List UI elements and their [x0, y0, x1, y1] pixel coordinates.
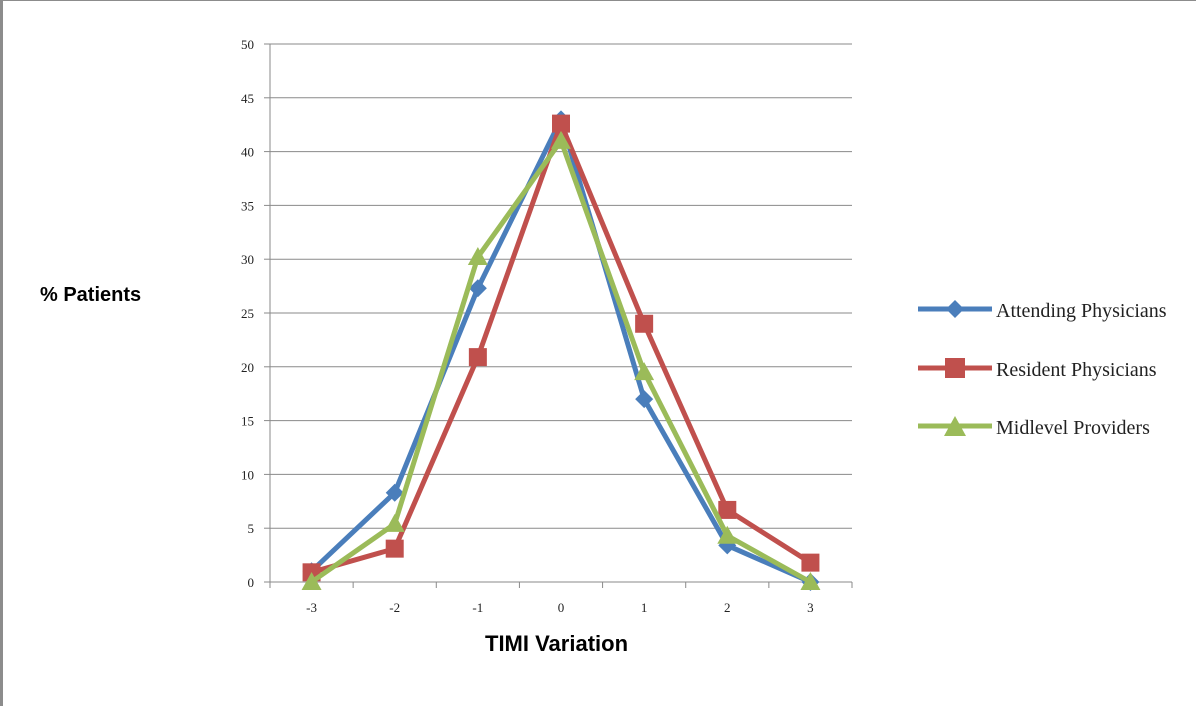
legend-item-midlevel: Midlevel Providers: [916, 411, 1196, 441]
data-point: [551, 130, 571, 149]
diamond-marker-icon: [918, 300, 992, 318]
y-tick-label: 5: [248, 521, 255, 536]
legend-label-midlevel: Midlevel Providers: [996, 417, 1150, 439]
y-tick-label: 45: [241, 91, 254, 106]
x-tick-label: 3: [807, 600, 814, 615]
data-point: [468, 348, 487, 367]
legend-label-resident: Resident Physicians: [996, 359, 1157, 381]
series-resident-physicians: [302, 114, 820, 582]
data-point: [552, 114, 570, 133]
y-tick-label: 30: [241, 252, 254, 267]
square-marker-icon: [918, 358, 992, 378]
x-tick-label: 0: [558, 600, 565, 615]
y-tick-label: 0: [248, 575, 255, 590]
y-axis-label: % Patients: [40, 284, 142, 306]
gridlines: [264, 43, 852, 583]
axes: [269, 44, 853, 588]
y-tick-label: 50: [241, 37, 254, 52]
data-point: [801, 553, 820, 572]
data-point: [717, 525, 738, 544]
data-point: [635, 390, 654, 409]
legend-item-attending: Attending Physicians: [916, 294, 1196, 324]
data-point: [800, 572, 821, 590]
data-point: [718, 500, 737, 519]
y-tick-label: 35: [241, 198, 254, 213]
legend-label-attending: Attending Physicians: [996, 300, 1167, 322]
x-tick-label: 1: [641, 600, 648, 615]
y-tick-label: 20: [241, 360, 254, 375]
legend-item-resident: Resident Physicians: [916, 353, 1196, 383]
y-tick-label: 15: [241, 414, 254, 429]
data-point: [384, 513, 405, 532]
data-point: [635, 314, 654, 333]
data-point: [301, 572, 322, 590]
x-tick-label: -2: [389, 600, 400, 615]
series-lines: [301, 110, 821, 591]
y-tick-labels: 0 5 10 15 20 25 30 35 40 45 50: [241, 37, 254, 590]
series-midlevel-providers: [301, 130, 821, 590]
data-point: [468, 279, 487, 298]
x-tick-label: -1: [472, 600, 483, 615]
data-point: [385, 539, 404, 558]
x-tick-label: -3: [306, 600, 317, 615]
y-tick-label: 25: [241, 306, 254, 321]
y-tick-label: 10: [241, 467, 254, 482]
y-tick-label: 40: [241, 145, 254, 160]
x-axis-label: TIMI Variation: [485, 631, 629, 656]
data-point: [385, 483, 404, 502]
data-point: [634, 362, 655, 381]
data-point: [467, 247, 488, 266]
triangle-marker-icon: [918, 416, 992, 436]
x-tick-labels: -3 -2 -1 0 1 2 3: [306, 600, 814, 615]
x-tick-label: 2: [724, 600, 731, 615]
